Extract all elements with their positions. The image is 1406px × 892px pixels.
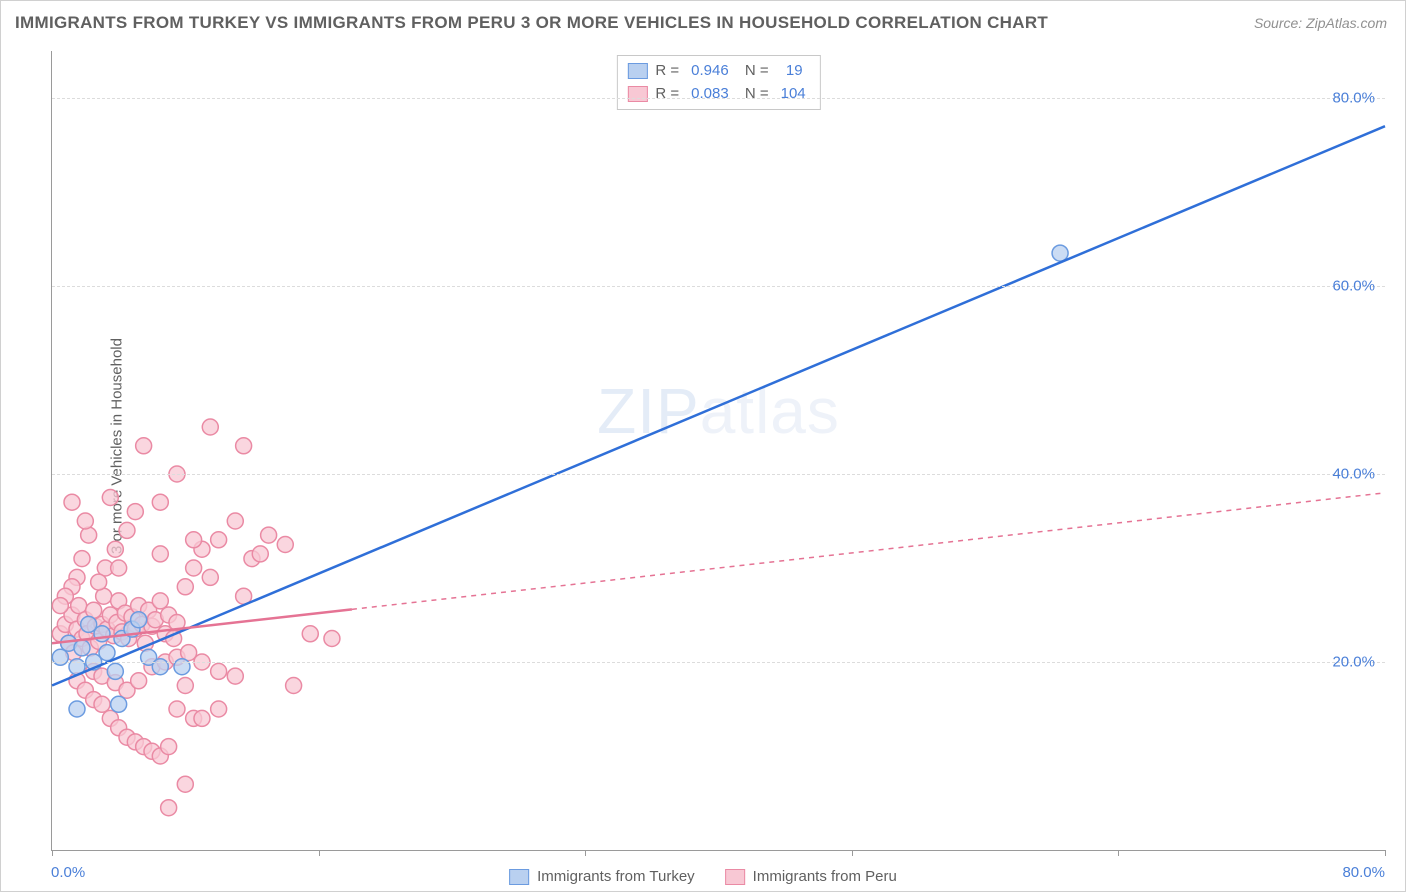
scatter-point <box>211 663 227 679</box>
legend-swatch-peru <box>725 869 745 885</box>
scatter-point <box>111 696 127 712</box>
scatter-point <box>169 701 185 717</box>
stat-n-val-1: 19 <box>777 60 807 83</box>
chart-svg <box>52 51 1385 850</box>
gridline <box>52 474 1385 475</box>
trend-line <box>52 126 1385 685</box>
scatter-point <box>81 527 97 543</box>
x-origin-label: 0.0% <box>51 864 85 881</box>
scatter-point <box>131 612 147 628</box>
stat-r-val-1: 0.946 <box>687 60 733 83</box>
stat-r-label-1: R = <box>655 60 679 83</box>
gridline <box>52 286 1385 287</box>
legend-label-turkey: Immigrants from Turkey <box>537 868 695 885</box>
scatter-point <box>74 640 90 656</box>
chart-title: IMMIGRANTS FROM TURKEY VS IMMIGRANTS FRO… <box>15 13 1048 33</box>
scatter-point <box>261 527 277 543</box>
scatter-point <box>177 776 193 792</box>
stats-legend-box: R = 0.946 N = 19 R = 0.083 N = 104 <box>616 55 820 110</box>
scatter-point <box>69 701 85 717</box>
trend-line-dashed <box>352 493 1385 610</box>
stat-n-label-2: N = <box>741 83 769 106</box>
bottom-legend: Immigrants from Turkey Immigrants from P… <box>509 868 897 885</box>
scatter-point <box>136 438 152 454</box>
scatter-point <box>161 800 177 816</box>
scatter-point <box>52 598 68 614</box>
scatter-point <box>77 513 93 529</box>
scatter-point <box>94 696 110 712</box>
x-tick <box>585 850 586 856</box>
scatter-point <box>186 532 202 548</box>
stat-row-turkey: R = 0.946 N = 19 <box>627 60 809 83</box>
scatter-point <box>286 678 302 694</box>
scatter-point <box>324 631 340 647</box>
legend-item-turkey: Immigrants from Turkey <box>509 868 695 885</box>
legend-swatch-turkey <box>509 869 529 885</box>
scatter-point <box>227 513 243 529</box>
gridline <box>52 98 1385 99</box>
x-max-label: 80.0% <box>1342 864 1385 881</box>
gridline <box>52 662 1385 663</box>
source-label: Source: ZipAtlas.com <box>1254 15 1387 31</box>
scatter-point <box>211 701 227 717</box>
scatter-point <box>131 673 147 689</box>
scatter-point <box>277 537 293 553</box>
legend-item-peru: Immigrants from Peru <box>725 868 897 885</box>
scatter-point <box>107 663 123 679</box>
scatter-point <box>177 579 193 595</box>
stat-n-label-1: N = <box>741 60 769 83</box>
scatter-point <box>161 739 177 755</box>
scatter-point <box>64 494 80 510</box>
scatter-point <box>102 490 118 506</box>
swatch-peru <box>627 86 647 102</box>
scatter-point <box>202 569 218 585</box>
y-tick-label: 60.0% <box>1332 278 1375 295</box>
scatter-point <box>91 574 107 590</box>
stat-r-label-2: R = <box>655 83 679 106</box>
scatter-point <box>111 560 127 576</box>
scatter-point <box>252 546 268 562</box>
scatter-point <box>152 593 168 609</box>
scatter-point <box>127 504 143 520</box>
stat-n-val-2: 104 <box>777 83 810 106</box>
scatter-point <box>202 419 218 435</box>
x-tick <box>52 850 53 856</box>
scatter-point <box>186 560 202 576</box>
stat-r-val-2: 0.083 <box>687 83 733 106</box>
legend-label-peru: Immigrants from Peru <box>753 868 897 885</box>
stat-row-peru: R = 0.083 N = 104 <box>627 83 809 106</box>
scatter-point <box>107 541 123 557</box>
x-tick <box>1385 850 1386 856</box>
scatter-point <box>177 678 193 694</box>
scatter-point <box>152 494 168 510</box>
y-tick-label: 80.0% <box>1332 90 1375 107</box>
scatter-point <box>211 532 227 548</box>
scatter-point <box>119 522 135 538</box>
scatter-point <box>1052 245 1068 261</box>
scatter-point <box>302 626 318 642</box>
x-tick <box>319 850 320 856</box>
x-tick <box>1118 850 1119 856</box>
scatter-point <box>194 710 210 726</box>
scatter-point <box>236 438 252 454</box>
chart-container: IMMIGRANTS FROM TURKEY VS IMMIGRANTS FRO… <box>0 0 1406 892</box>
x-tick <box>852 850 853 856</box>
y-tick-label: 40.0% <box>1332 466 1375 483</box>
scatter-point <box>99 645 115 661</box>
scatter-point <box>152 546 168 562</box>
plot-area: ZIPatlas R = 0.946 N = 19 R = 0.083 N = … <box>51 51 1385 851</box>
scatter-point <box>74 551 90 567</box>
scatter-point <box>227 668 243 684</box>
y-tick-label: 20.0% <box>1332 654 1375 671</box>
swatch-turkey <box>627 63 647 79</box>
